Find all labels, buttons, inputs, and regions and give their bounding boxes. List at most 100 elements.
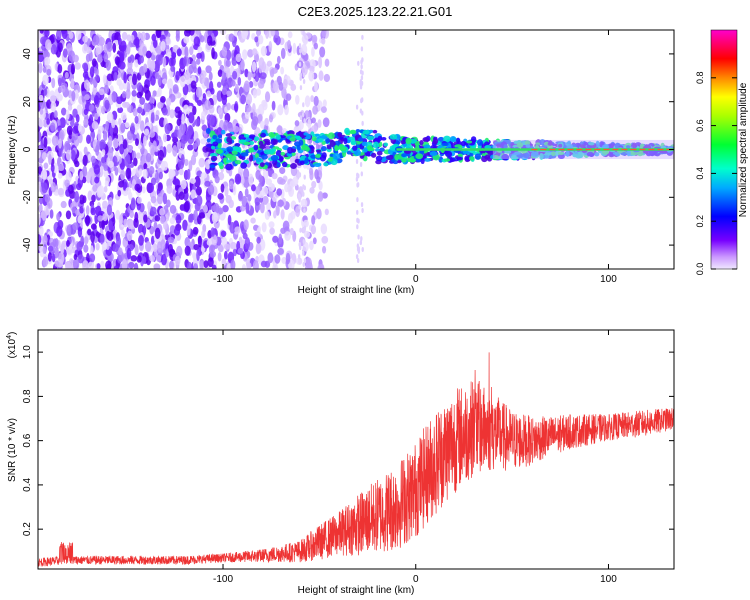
spectrogram-noise-dot [113, 137, 118, 149]
spectrogram-noise-dot [106, 230, 111, 240]
spectrogram-noise-dot [120, 169, 126, 181]
spectrogram-noise-dot [269, 227, 275, 235]
spectrogram-noise-dot [152, 140, 157, 153]
spectrogram-streak-dot [302, 239, 306, 245]
spectrogram-noise-dot [57, 64, 63, 74]
spectrogram-noise-dot [311, 215, 316, 226]
spectrogram-noise-dot [321, 37, 326, 45]
spectrogram-noise-dot [312, 237, 317, 245]
spectrogram-noise-dot [211, 211, 219, 224]
spectrogram-noise-dot [150, 111, 155, 124]
spectrogram-band-dot [372, 141, 380, 149]
spectrogram-band-dot [327, 132, 335, 140]
spectrogram-noise-dot [38, 196, 44, 205]
spectrogram-noise-dot [70, 78, 75, 90]
spectrogram-noise-dot [116, 96, 123, 105]
spectrogram-band-dot [206, 138, 211, 143]
spectrogram-noise-dot [118, 214, 124, 226]
spectrogram-noise-dot [77, 254, 85, 264]
spectrogram-noise-dot [317, 191, 324, 202]
spectrogram-noise-dot [198, 157, 206, 168]
spectrogram-band-dot [394, 153, 400, 161]
spectrogram-band-dot [243, 141, 251, 146]
spectrogram-noise-dot [39, 225, 44, 236]
spectrogram-noise-dot [125, 187, 131, 195]
spectrogram-streak-dot [298, 61, 302, 67]
spectrogram-band-dot [255, 157, 262, 163]
spectrogram-streak-dot [355, 158, 359, 164]
spectrogram-band-dot [376, 150, 383, 156]
spectrogram-streak-dot [361, 207, 364, 213]
spectrogram-noise-dot [67, 104, 73, 111]
spectrogram-noise-dot [106, 111, 114, 123]
spectrogram-noise-dot [123, 218, 128, 228]
spectrogram-streak-dot [303, 185, 307, 191]
spectrogram-y-tick-label-2: 0 [22, 146, 33, 152]
spectrogram-noise-dot [73, 84, 81, 92]
spectrogram-band-dot [221, 129, 226, 135]
spectrogram-noise-dot [264, 210, 270, 220]
spectrogram-noise-dot [106, 73, 113, 82]
spectrogram-band-dot [366, 135, 375, 141]
spectrogram-noise-dot [105, 102, 110, 110]
spectrogram-noise-dot [225, 59, 231, 68]
spectrogram-noise-dot [162, 192, 168, 205]
spectrogram-noise-dot [136, 106, 143, 114]
spectrogram-noise-dot [133, 217, 139, 229]
spectrogram-noise-dot [232, 70, 238, 80]
spectrogram-noise-dot [114, 56, 120, 66]
spectrogram-noise-dot [139, 55, 145, 64]
snr-y-tick-label-3: 0.4 [22, 478, 33, 492]
spectrogram-noise-dot [136, 91, 143, 99]
spectrogram-noise-dot [130, 255, 138, 262]
spectrogram-noise-dot [309, 186, 315, 194]
spectrogram-noise-dot [229, 241, 237, 250]
spectrogram-noise-dot [143, 84, 150, 94]
spectrogram-band-dot [401, 158, 407, 163]
spectrogram-noise-dot [304, 95, 311, 108]
spectrogram-x-axis-label: Height of straight line (km) [298, 285, 415, 296]
spectrogram-band-dot [352, 145, 358, 151]
spectrogram-noise-dot [87, 190, 93, 201]
spectrogram-noise-dot [222, 205, 229, 213]
spectrogram-noise-dot [316, 208, 322, 220]
snr-x-tick-label-2: 100 [600, 574, 617, 585]
spectrogram-noise-dot [103, 164, 108, 172]
spectrogram-noise-dot [274, 254, 281, 264]
spectrogram-noise-dot [290, 210, 296, 220]
spectrogram-noise-dot [195, 86, 203, 98]
spectrogram-streak-dot [303, 225, 307, 231]
spectrogram-noise-dot [243, 176, 250, 189]
spectrogram-noise-dot [71, 90, 76, 102]
spectrogram-noise-dot [90, 155, 96, 164]
spectrogram-band-dot [298, 139, 304, 146]
spectrogram-band-dot [381, 137, 387, 141]
spectrogram-noise-dot [321, 30, 327, 38]
spectrogram-noise-dot [218, 59, 222, 67]
spectrogram-noise-dot [228, 199, 234, 209]
spectrogram-noise-dot [266, 60, 273, 67]
spectrogram-streak-dot [299, 227, 302, 233]
spectrogram-noise-dot [114, 166, 119, 176]
spectrogram-noise-dot [46, 68, 52, 76]
spectrogram-noise-dot [161, 107, 168, 116]
spectrogram-noise-dot [77, 226, 83, 238]
spectrogram-noise-dot [277, 199, 285, 207]
spectrogram-noise-dot [118, 247, 123, 256]
spectrogram-noise-dot [138, 168, 143, 177]
spectrogram-band-dot [401, 153, 407, 158]
spectrogram-streak-dot [302, 78, 306, 84]
spectrogram-band-dot [377, 135, 383, 142]
spectrogram-noise-dot [267, 252, 274, 264]
spectrogram-noise-dot [60, 200, 67, 209]
spectrogram-noise-dot [61, 76, 66, 84]
spectrogram-noise-dot [164, 123, 171, 135]
spectrogram-noise-dot [276, 188, 283, 196]
spectrogram-band-dot [480, 150, 486, 154]
spectrogram-noise-dot [284, 104, 289, 116]
spectrogram-noise-dot [217, 193, 224, 200]
spectrogram-noise-dot [317, 119, 322, 128]
spectrogram-noise-dot [243, 219, 249, 231]
spectrogram-noise-dot [65, 149, 72, 161]
spectrogram-noise-dot [177, 160, 185, 170]
